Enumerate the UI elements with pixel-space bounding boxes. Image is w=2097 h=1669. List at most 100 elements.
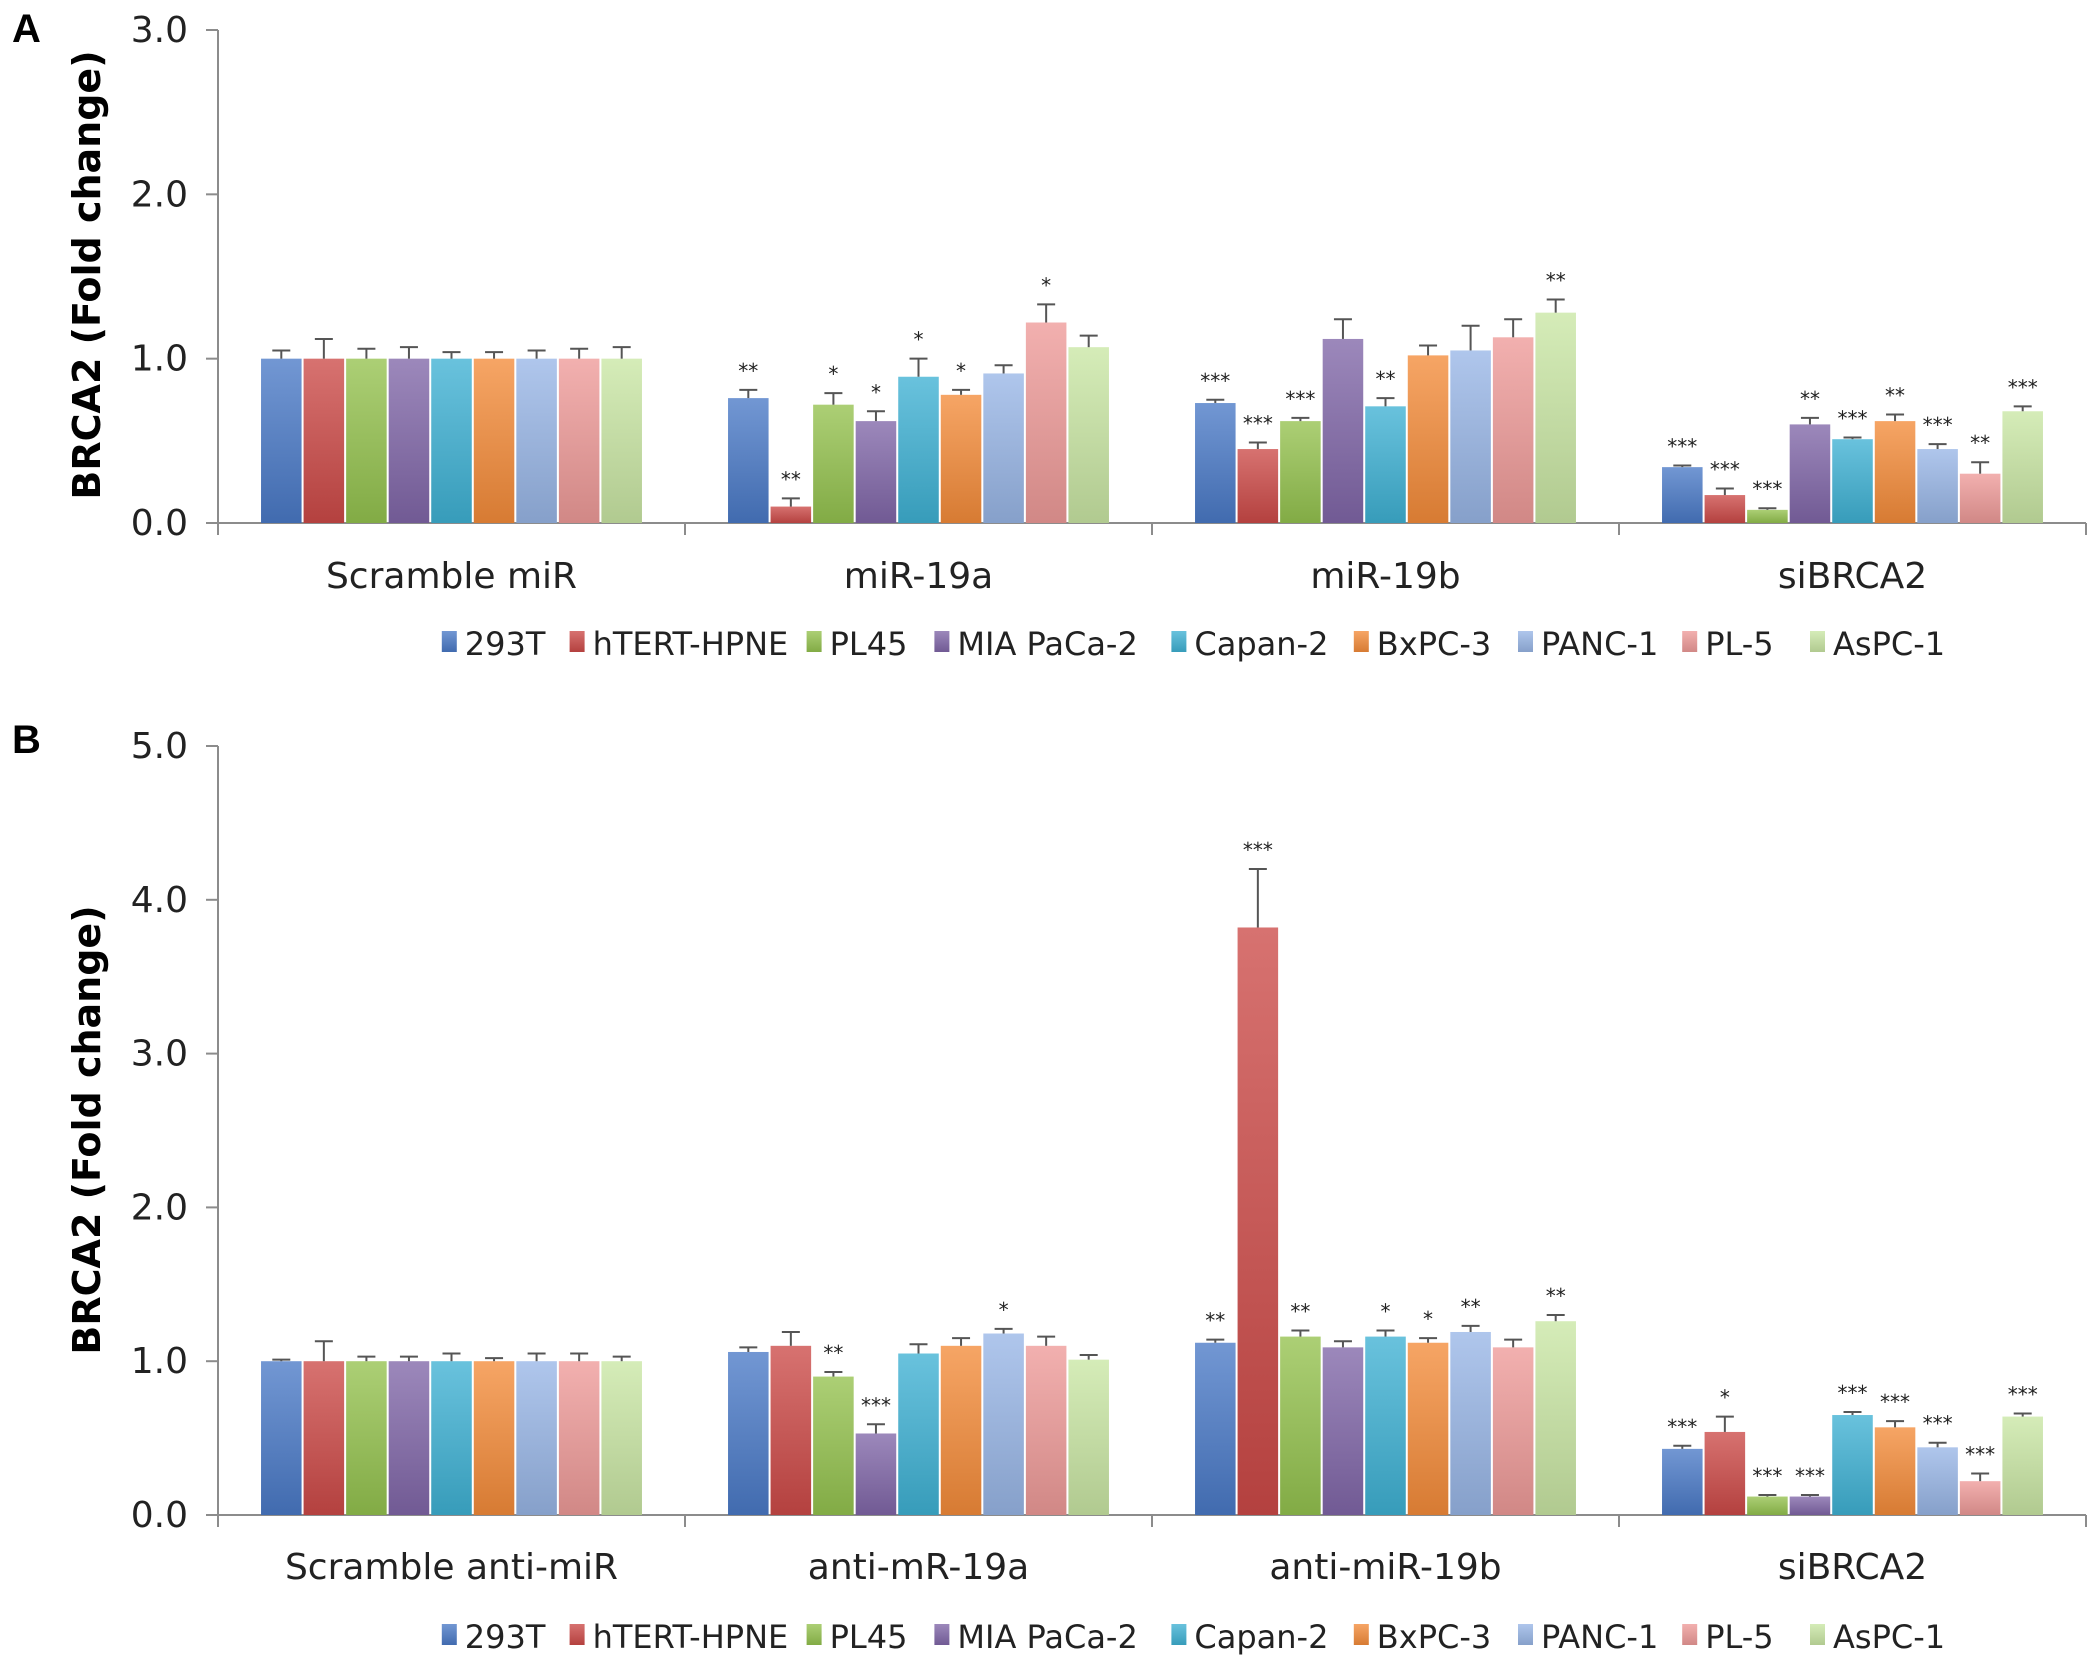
- bar: [388, 358, 430, 523]
- bar: [2002, 411, 2043, 523]
- legend-swatch: [934, 1624, 950, 1645]
- legend-swatch: [1353, 1624, 1369, 1645]
- bar: [601, 1361, 642, 1515]
- bar: [898, 376, 939, 523]
- bar: [1662, 1448, 1703, 1515]
- panel-b: B BRCA2 (Fold change) 0.0 1.0 2.0 3.0 4.0 5.0…: [12, 718, 2087, 1656]
- panel-a-y-axis-title: BRCA2 (Fold change): [65, 50, 109, 499]
- bar: [1874, 1427, 1916, 1515]
- bar: [1025, 322, 1067, 523]
- legend-swatch: [1518, 631, 1533, 652]
- bar: [1365, 1336, 1406, 1515]
- significance-label: ***: [1923, 413, 1953, 437]
- y-tick-label: 0.0: [131, 503, 188, 544]
- bar: [1789, 1496, 1831, 1515]
- bar: [1917, 1447, 1958, 1515]
- bar: [346, 358, 387, 523]
- bar: [261, 358, 302, 523]
- significance-label: *: [1720, 1386, 1730, 1410]
- bar: [1535, 1321, 1576, 1515]
- significance-label: **: [1885, 384, 1905, 408]
- bar: [1407, 355, 1449, 523]
- bar: [1832, 439, 1873, 523]
- legend-label: hTERT-HPNE: [593, 1618, 789, 1656]
- bar: [1068, 347, 1109, 523]
- legend-label: PANC-1: [1541, 1618, 1658, 1656]
- x-tick-label: siBRCA2: [1778, 1547, 1927, 1588]
- bar: [1492, 1347, 1534, 1515]
- significance-label: ***: [1285, 387, 1315, 411]
- significance-label: **: [1376, 367, 1396, 391]
- significance-label: ***: [1667, 434, 1697, 458]
- bar: [813, 404, 854, 523]
- legend-label: BxPC-3: [1377, 625, 1491, 663]
- bar: [770, 1345, 812, 1515]
- legend-label: hTERT-HPNE: [593, 625, 789, 663]
- x-tick-label: anti-miR-19b: [1269, 1547, 1501, 1588]
- legend-swatch: [934, 631, 950, 652]
- bar: [473, 358, 515, 523]
- x-tick-label: Scramble miR: [326, 556, 577, 597]
- significance-label: **: [823, 1341, 843, 1365]
- significance-label: ***: [861, 1393, 891, 1417]
- significance-label: ***: [2008, 1382, 2038, 1406]
- legend-label: Capan-2: [1194, 625, 1328, 663]
- x-tick-label: siBRCA2: [1778, 556, 1927, 597]
- legend-swatch: [1518, 1624, 1533, 1645]
- bar: [1959, 473, 2001, 523]
- significance-label: **: [1546, 269, 1566, 293]
- panel-b-label: B: [12, 718, 41, 762]
- bar: [388, 1361, 430, 1515]
- bar: [1450, 350, 1491, 523]
- panel-b-y-axis-title: BRCA2 (Fold change): [65, 905, 109, 1354]
- bar: [1365, 406, 1406, 523]
- bar: [1492, 337, 1534, 523]
- y-tick-label: 2.0: [131, 1187, 188, 1228]
- y-tick-label: 2.0: [131, 174, 188, 215]
- legend-label: MIA PaCa-2: [957, 1618, 1137, 1656]
- bar: [1280, 421, 1321, 523]
- bar: [1959, 1481, 2001, 1515]
- bar: [728, 1351, 769, 1515]
- x-tick-label: anti-mR-19a: [808, 1547, 1029, 1588]
- legend-swatch: [1810, 631, 1825, 652]
- x-tick-label: Scramble anti-miR: [285, 1547, 618, 1588]
- bar: [1832, 1415, 1873, 1515]
- legend-swatch: [1682, 631, 1698, 652]
- bar: [1195, 403, 1236, 523]
- bar: [1237, 927, 1279, 1515]
- y-tick-label: 1.0: [131, 339, 188, 380]
- significance-label: ***: [1923, 1412, 1953, 1436]
- legend-swatch: [441, 1624, 457, 1645]
- significance-label: ***: [1965, 1442, 1995, 1466]
- bar: [1535, 312, 1576, 523]
- bar: [1704, 1431, 1746, 1515]
- bar: [983, 1333, 1024, 1515]
- bar: [728, 398, 769, 523]
- bar: [1280, 1336, 1321, 1515]
- bar: [303, 1361, 345, 1515]
- bar: [1025, 1345, 1067, 1515]
- bar: [770, 506, 812, 523]
- bar: [516, 358, 557, 523]
- y-tick-label: 3.0: [131, 10, 188, 51]
- significance-label: **: [738, 359, 758, 383]
- significance-label: *: [914, 328, 924, 352]
- bar: [558, 358, 600, 523]
- significance-label: *: [956, 359, 966, 383]
- y-tick-label: 1.0: [131, 1341, 188, 1382]
- bar: [855, 421, 897, 523]
- bar: [1874, 421, 1916, 523]
- panel-a-marks: 0.0 1.0 2.0 3.0 Scramble miR miR-19a miR-19b si…: [131, 10, 2087, 597]
- bar: [303, 358, 345, 523]
- legend-label: PL-5: [1705, 625, 1773, 663]
- significance-label: **: [1461, 1295, 1481, 1319]
- bar: [1917, 449, 1958, 523]
- bar: [1407, 1342, 1449, 1515]
- legend-swatch: [806, 1624, 822, 1645]
- significance-label: *: [1381, 1299, 1391, 1323]
- bar: [855, 1433, 897, 1515]
- significance-label: ***: [1710, 457, 1740, 481]
- significance-label: *: [1423, 1307, 1433, 1331]
